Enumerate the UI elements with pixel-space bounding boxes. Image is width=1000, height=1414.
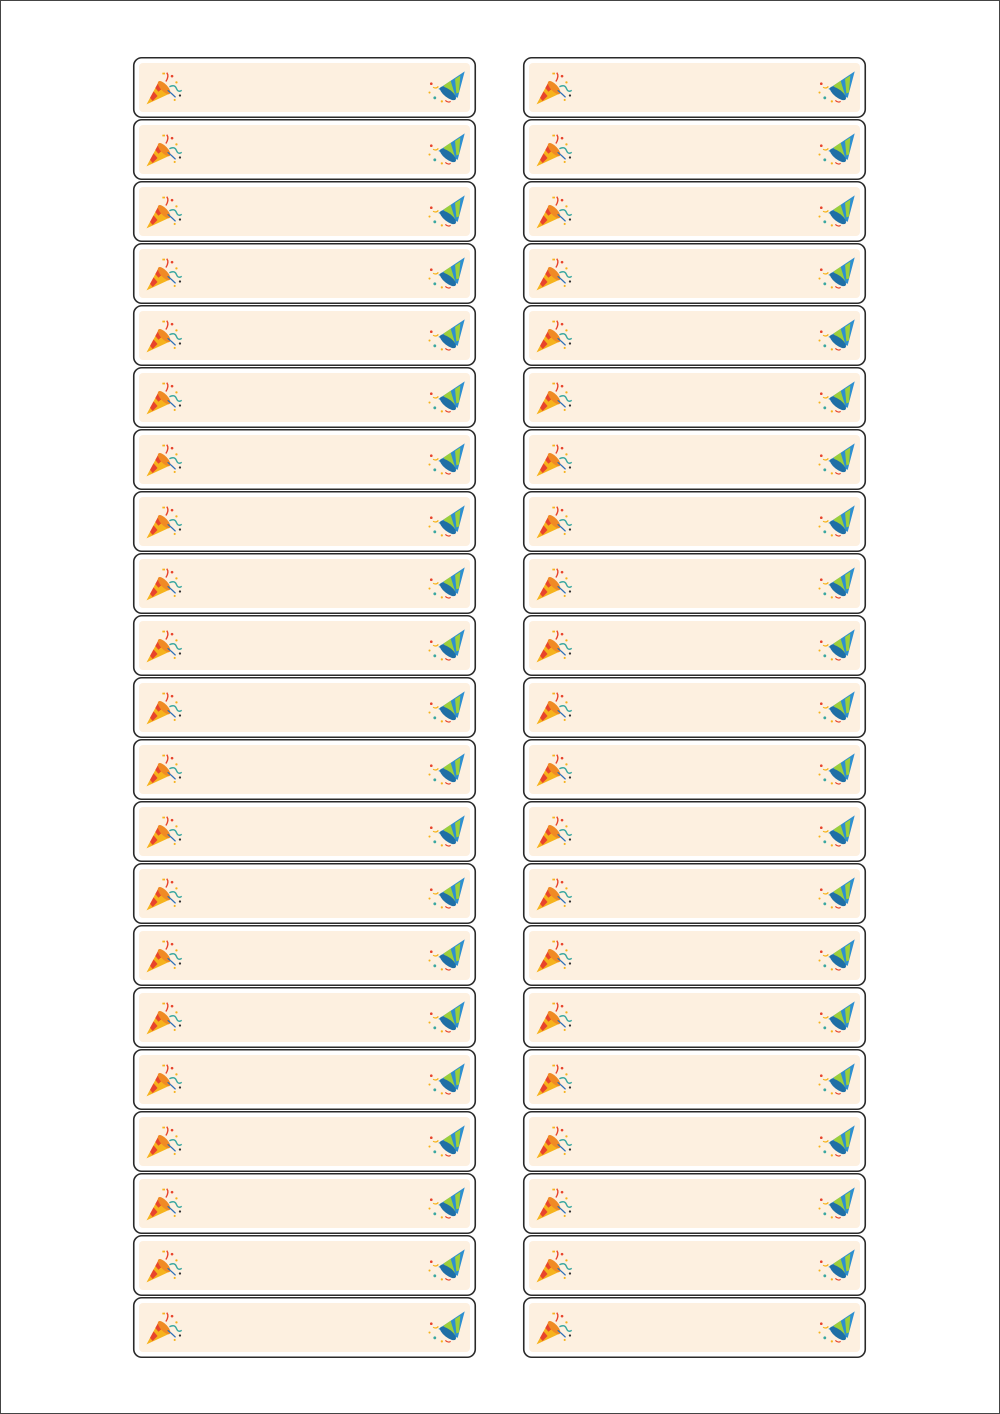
- label-background: [139, 187, 470, 236]
- label-background: [529, 125, 860, 174]
- label: [132, 56, 477, 119]
- label: [522, 242, 867, 305]
- label-background: [139, 559, 470, 608]
- label: [522, 304, 867, 367]
- label: [132, 242, 477, 305]
- label: [132, 552, 477, 615]
- label: [522, 614, 867, 677]
- label-background: [139, 993, 470, 1042]
- label-background: [139, 621, 470, 670]
- label: [132, 428, 477, 491]
- label-background: [139, 683, 470, 732]
- label: [522, 552, 867, 615]
- label: [522, 1172, 867, 1235]
- label-background: [139, 1179, 470, 1228]
- label: [522, 366, 867, 429]
- label: [132, 304, 477, 367]
- label: [132, 1296, 477, 1359]
- label-background: [139, 373, 470, 422]
- label-background: [139, 63, 470, 112]
- label-background: [529, 1055, 860, 1104]
- label-background: [529, 311, 860, 360]
- label: [132, 118, 477, 181]
- label-background: [529, 187, 860, 236]
- label-background: [139, 807, 470, 856]
- label: [132, 180, 477, 243]
- label-background: [529, 1117, 860, 1166]
- label-background: [529, 745, 860, 794]
- label: [522, 180, 867, 243]
- label: [132, 366, 477, 429]
- label-background: [529, 869, 860, 918]
- label: [522, 676, 867, 739]
- label-background: [529, 1241, 860, 1290]
- label: [132, 738, 477, 801]
- label-background: [139, 745, 470, 794]
- label-background: [529, 497, 860, 546]
- label-background: [139, 435, 470, 484]
- label-background: [529, 621, 860, 670]
- label-background: [529, 249, 860, 298]
- label-background: [139, 1241, 470, 1290]
- label: [522, 738, 867, 801]
- label-background: [529, 931, 860, 980]
- label-background: [529, 1303, 860, 1352]
- label: [522, 56, 867, 119]
- label-background: [139, 1303, 470, 1352]
- label: [132, 924, 477, 987]
- label: [132, 1048, 477, 1111]
- label: [522, 986, 867, 1049]
- label: [522, 1296, 867, 1359]
- label: [132, 862, 477, 925]
- label-background: [139, 1117, 470, 1166]
- label: [522, 118, 867, 181]
- label-background: [529, 807, 860, 856]
- label-background: [529, 435, 860, 484]
- label-background: [529, 1179, 860, 1228]
- label: [132, 1234, 477, 1297]
- label: [132, 490, 477, 553]
- label: [522, 1110, 867, 1173]
- label-background: [139, 497, 470, 546]
- label: [132, 1172, 477, 1235]
- label: [522, 490, 867, 553]
- label: [522, 1234, 867, 1297]
- label-background: [529, 63, 860, 112]
- label: [522, 862, 867, 925]
- label: [522, 800, 867, 863]
- label: [132, 986, 477, 1049]
- label-background: [139, 931, 470, 980]
- label-background: [529, 559, 860, 608]
- label-background: [139, 311, 470, 360]
- label: [522, 428, 867, 491]
- label: [132, 614, 477, 677]
- label-background: [139, 249, 470, 298]
- label-background: [529, 993, 860, 1042]
- label: [132, 676, 477, 739]
- label-background: [139, 125, 470, 174]
- label: [132, 800, 477, 863]
- label: [522, 924, 867, 987]
- label-background: [139, 869, 470, 918]
- label-background: [139, 1055, 470, 1104]
- label: [132, 1110, 477, 1173]
- label-background: [529, 373, 860, 422]
- label: [522, 1048, 867, 1111]
- label-background: [529, 683, 860, 732]
